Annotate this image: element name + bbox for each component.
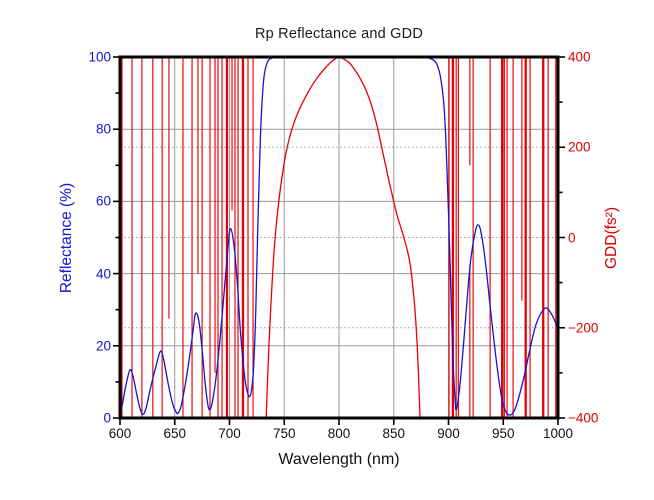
x-tick-label: 900 xyxy=(437,426,460,441)
x-tick-label: 950 xyxy=(491,426,515,441)
gdd-axis-label: GDD(fs²) xyxy=(603,207,620,269)
x-tick-label: 800 xyxy=(327,426,351,441)
x-tick-label: 700 xyxy=(218,426,241,441)
gridlines xyxy=(120,57,558,418)
plot-frame xyxy=(118,55,560,420)
reflectance-tick-label: 100 xyxy=(88,49,111,65)
x-tick-label: 850 xyxy=(382,426,406,441)
x-tick-label: 600 xyxy=(108,426,132,441)
gdd-curve xyxy=(265,57,421,418)
reflectance-tick-label: 20 xyxy=(95,338,111,354)
reflectance-curve xyxy=(120,57,558,416)
reflectance-tick-label: 80 xyxy=(95,121,111,137)
reflectance-tick-label: 40 xyxy=(95,266,111,282)
x-tick-label: 1000 xyxy=(542,426,574,441)
x-axis-label: Wavelength (nm) xyxy=(278,451,400,468)
gdd-tick-label: 200 xyxy=(568,139,591,155)
gdd-resonance-spikes xyxy=(120,57,557,418)
gdd-tick-label: 0 xyxy=(568,230,576,245)
tick-marks xyxy=(113,56,565,425)
reflectance-tick-label: 0 xyxy=(103,410,111,426)
gdd-tick-label: 400 xyxy=(568,49,591,65)
gdd-tick-label: −200 xyxy=(568,320,599,336)
chart-title: Rp Reflectance and GDD xyxy=(254,26,423,42)
x-tick-label: 650 xyxy=(163,426,187,441)
x-tick-label: 750 xyxy=(272,426,296,441)
reflectance-tick-label: 60 xyxy=(95,193,111,209)
reflectance-axis-label: Reflectance (%) xyxy=(58,182,75,294)
gdd-tick-label: −400 xyxy=(568,410,599,426)
